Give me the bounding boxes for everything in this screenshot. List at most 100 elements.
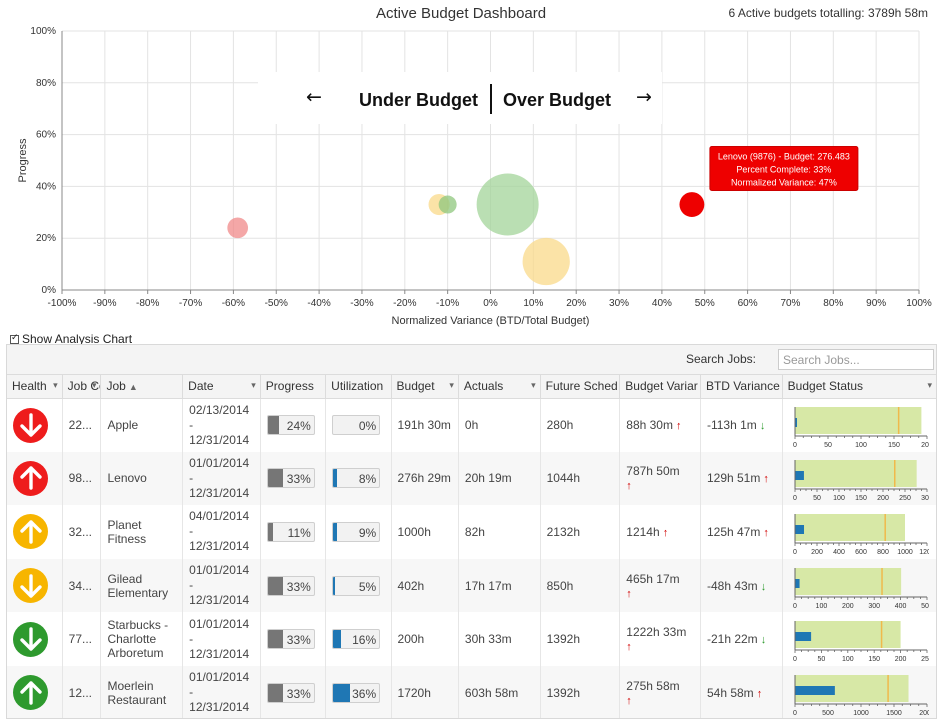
job-name: Gilead Elementary [107, 571, 169, 600]
column-header-label: Job [106, 379, 126, 394]
y-tick-label: 20% [36, 233, 56, 244]
job-code-cell: 22... [62, 398, 102, 452]
bubble-point[interactable] [438, 195, 457, 214]
show-analysis-label: Show Analysis Chart [22, 332, 133, 346]
date-end: 12/31/2014 [189, 485, 250, 500]
column-header[interactable]: Job Co▾ [62, 375, 102, 399]
actuals-bar [794, 418, 797, 428]
x-tick-label: 80% [823, 298, 843, 309]
table-row[interactable]: 98... Lenovo 01/01/2014-12/31/2014 33% 8% 276… [7, 451, 936, 506]
column-header[interactable]: Utilization [325, 375, 392, 399]
status-tick-label: 50 [813, 495, 821, 502]
date-separator: - [189, 470, 194, 485]
column-header-label: Health [12, 379, 47, 394]
date-separator: - [189, 685, 194, 700]
table-row[interactable]: 22... Apple 02/13/2014-12/31/2014 24% 0% 191h… [7, 398, 936, 452]
page-title: Active Budget Dashboard [376, 5, 547, 22]
date-start: 01/01/2014 [189, 563, 250, 578]
search-input[interactable] [778, 349, 934, 370]
btd-variance-cell: -48h 43m ↓ [700, 558, 783, 613]
health-arrow-down-icon [13, 568, 48, 604]
date-cell: 01/01/2014-12/31/2014 [182, 612, 261, 666]
date-end: 12/31/2014 [189, 700, 250, 715]
chevron-down-icon[interactable]: ▾ [91, 380, 97, 390]
table-row[interactable]: 32... Planet Fitness 04/01/2014-12/31/2014… [7, 505, 936, 559]
over-budget-label: Over Budget [503, 90, 611, 110]
status-tick-label: 300 [921, 495, 929, 502]
status-tick-label: 100 [815, 603, 827, 610]
job-name: Starbucks - Charlotte Arboretum [107, 618, 169, 661]
x-tick-label: -70% [179, 298, 202, 309]
column-header[interactable]: Future Sched [540, 375, 621, 399]
table-row[interactable]: 12... Moerlein Restaurant 01/01/2014-12/31… [7, 665, 936, 718]
column-header-label: Utilization [331, 379, 384, 394]
date-start: 01/01/2014 [189, 455, 250, 470]
utilization-bar-value: 16% [352, 633, 377, 648]
bubble-point[interactable] [227, 217, 249, 239]
chevron-down-icon[interactable]: ▾ [53, 380, 58, 390]
column-header[interactable]: Job ▲ [100, 375, 184, 399]
utilization-cell: 36% [325, 665, 392, 718]
actuals-bar [794, 632, 811, 642]
column-header[interactable]: Budget ▾ [391, 375, 459, 399]
column-header[interactable]: Budget Variar [619, 375, 701, 399]
table-row[interactable]: 34... Gilead Elementary 01/01/2014-12/31/2… [7, 558, 936, 613]
status-tick-label: 200 [811, 549, 823, 556]
utilization-bar-value: 0% [358, 419, 377, 434]
arrow-down-icon: ↓ [756, 420, 766, 433]
job-code: 77... [68, 632, 93, 647]
column-header-label: Actuals [463, 379, 504, 394]
actuals-value: 603h 58m [464, 685, 519, 700]
utilization-bar: 9% [332, 521, 381, 542]
budget-value: 191h 30m [397, 418, 451, 433]
sort-ascending-icon[interactable]: ▲ [128, 382, 138, 393]
x-tick-label: -20% [393, 298, 416, 309]
future-cell: 1392h [540, 665, 621, 718]
x-tick-label: -50% [265, 298, 288, 309]
status-tick-label: 500 [822, 710, 834, 717]
arrow-up-icon: ↑ [626, 587, 632, 600]
column-header[interactable]: Health ▾ [7, 375, 63, 399]
column-header-label: Progress [265, 379, 314, 394]
budget-range-bar [794, 407, 922, 435]
utilization-bar-fill [333, 522, 338, 541]
status-tick-label: 50 [824, 442, 832, 449]
chevron-down-icon[interactable]: ▾ [927, 380, 932, 390]
date-separator: - [189, 417, 194, 432]
actuals-bar [794, 578, 800, 588]
job-code: 12... [68, 685, 93, 700]
btd-variance-cell: 54h 58m ↑ [700, 665, 783, 718]
column-header[interactable]: Actuals ▾ [458, 375, 541, 399]
left-arrow-icon: ← [306, 86, 322, 108]
chevron-down-icon[interactable]: ▾ [251, 380, 256, 390]
bubble-point[interactable] [679, 192, 705, 217]
show-analysis-toggle[interactable]: Show Analysis Chart [10, 332, 132, 346]
table-row[interactable]: 77... Starbucks - Charlotte Arboretum 01/0… [7, 612, 936, 666]
progress-bar: 11% [266, 521, 315, 542]
column-header-label: Date [188, 379, 214, 394]
column-header[interactable]: Budget Status ▾ [782, 375, 936, 399]
date-range: 02/13/2014-12/31/2014 [189, 403, 254, 448]
column-header[interactable]: Progress [260, 375, 327, 399]
status-tick-label: 250 [921, 656, 929, 663]
btd-variance-value: -48h 43m [706, 578, 758, 593]
job-code: 32... [68, 524, 93, 539]
status-tick-label: 0 [793, 495, 797, 502]
arrow-up-icon: ↑ [626, 641, 632, 654]
bubble-point[interactable] [476, 173, 539, 236]
chevron-down-icon[interactable]: ▾ [531, 380, 536, 390]
column-header-label: Future Sched [545, 379, 618, 394]
health-cell [7, 665, 63, 718]
column-header[interactable]: Date ▾ [182, 375, 261, 399]
bubble-point[interactable] [522, 237, 570, 286]
checkbox-checked-icon[interactable] [10, 332, 19, 344]
date-end: 12/31/2014 [189, 646, 250, 661]
status-tick-label: 1000 [853, 710, 869, 717]
chevron-down-icon[interactable]: ▾ [449, 380, 454, 390]
health-arrow-up-icon [13, 675, 48, 711]
column-header[interactable]: BTD Variance [700, 375, 783, 399]
column-header-label: Budget Variar [625, 379, 698, 394]
health-arrow-up-icon [13, 514, 48, 550]
tooltip-line: Percent Complete: 33% [736, 165, 831, 175]
x-tick-label: 0% [483, 298, 498, 309]
